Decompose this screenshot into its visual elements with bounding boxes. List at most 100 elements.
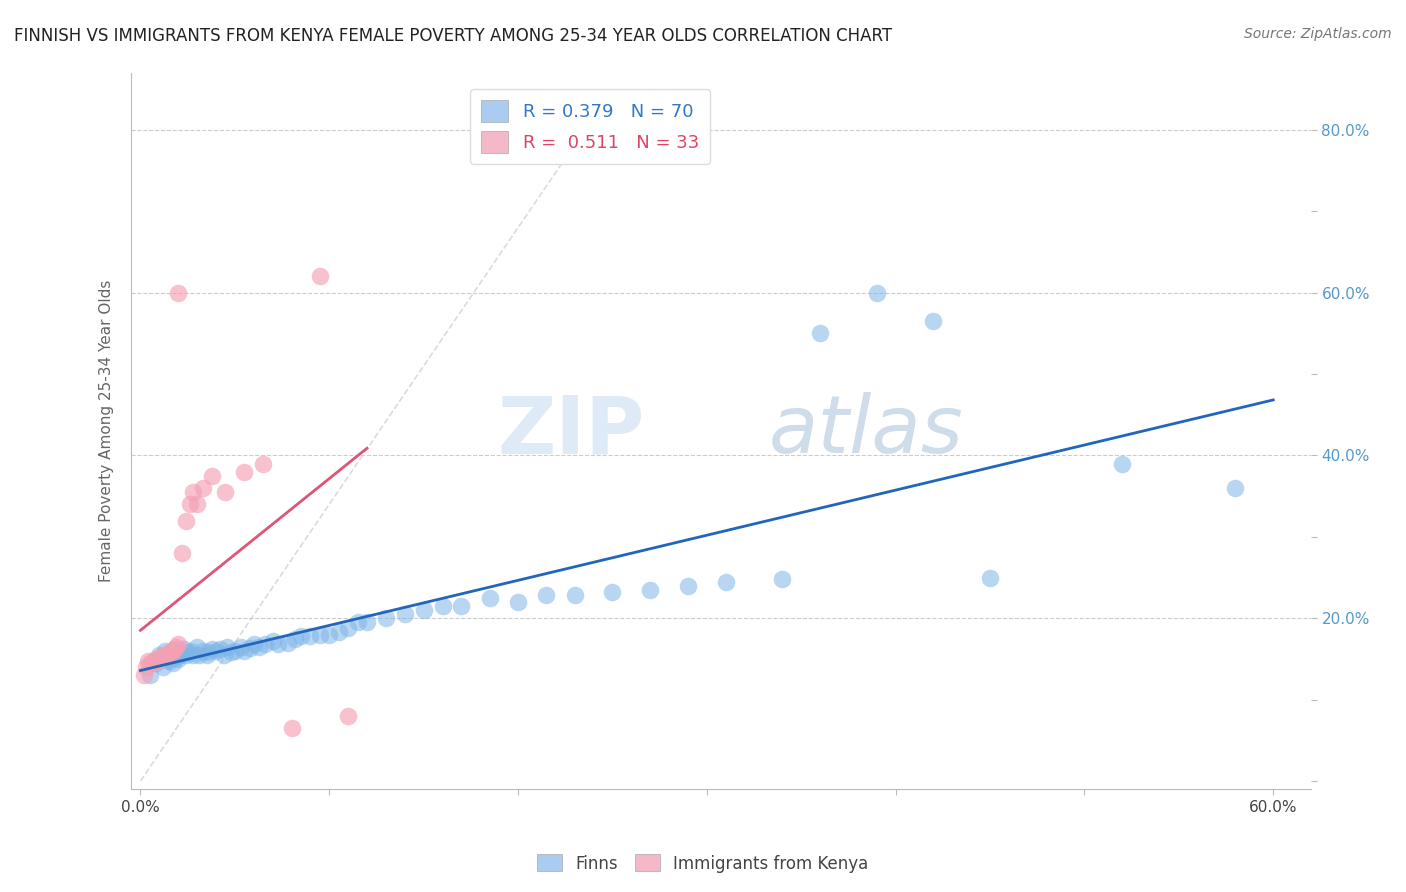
Point xyxy=(165,650,187,665)
Point xyxy=(770,572,793,586)
Point xyxy=(290,629,312,643)
Point xyxy=(173,642,195,657)
Point xyxy=(169,648,191,662)
Text: Source: ZipAtlas.com: Source: ZipAtlas.com xyxy=(1244,27,1392,41)
Point xyxy=(356,615,378,630)
Point xyxy=(148,648,170,662)
Point xyxy=(328,625,350,640)
Point xyxy=(249,640,271,654)
Point xyxy=(254,637,277,651)
Point xyxy=(308,627,330,641)
Point xyxy=(284,632,307,646)
Legend: R = 0.379   N = 70, R =  0.511   N = 33: R = 0.379 N = 70, R = 0.511 N = 33 xyxy=(471,89,710,164)
Text: atlas: atlas xyxy=(768,392,963,470)
Point xyxy=(267,637,290,651)
Point xyxy=(299,629,322,643)
Point xyxy=(233,465,256,479)
Point xyxy=(153,648,176,662)
Point xyxy=(1225,481,1247,495)
Point xyxy=(179,497,201,511)
Point xyxy=(478,591,501,605)
Point xyxy=(346,615,368,630)
Point xyxy=(188,648,211,662)
Point xyxy=(374,611,396,625)
Point xyxy=(432,599,454,613)
Point xyxy=(141,656,163,670)
Point xyxy=(229,640,252,654)
Point xyxy=(186,640,208,654)
Point xyxy=(714,574,737,589)
Point xyxy=(205,644,228,658)
Point xyxy=(159,648,181,662)
Point xyxy=(163,642,186,657)
Point xyxy=(242,637,264,651)
Text: FINNISH VS IMMIGRANTS FROM KENYA FEMALE POVERTY AMONG 25-34 YEAR OLDS CORRELATIO: FINNISH VS IMMIGRANTS FROM KENYA FEMALE … xyxy=(14,27,893,45)
Point xyxy=(174,648,197,662)
Point xyxy=(146,654,169,668)
Point xyxy=(167,637,190,651)
Point xyxy=(162,656,184,670)
Text: ZIP: ZIP xyxy=(498,392,644,470)
Point xyxy=(676,579,699,593)
Point xyxy=(153,644,176,658)
Point xyxy=(602,585,624,599)
Point xyxy=(170,645,193,659)
Point xyxy=(195,648,218,662)
Point xyxy=(183,485,205,500)
Point xyxy=(262,634,284,648)
Legend: Finns, Immigrants from Kenya: Finns, Immigrants from Kenya xyxy=(530,847,876,880)
Point xyxy=(176,645,198,659)
Point xyxy=(212,648,235,662)
Point xyxy=(183,648,205,662)
Point xyxy=(152,660,174,674)
Point xyxy=(318,627,340,641)
Point xyxy=(174,514,197,528)
Point xyxy=(139,656,162,670)
Point xyxy=(638,582,661,597)
Point xyxy=(167,652,190,666)
Point xyxy=(191,644,214,658)
Point xyxy=(808,326,831,341)
Point xyxy=(191,481,214,495)
Point xyxy=(277,635,299,649)
Point xyxy=(922,314,945,328)
Point xyxy=(145,656,167,670)
Point xyxy=(142,654,165,668)
Point xyxy=(536,589,558,603)
Point xyxy=(201,642,224,657)
Point xyxy=(224,644,246,658)
Point xyxy=(201,468,224,483)
Point xyxy=(170,546,193,560)
Point xyxy=(157,654,180,668)
Point xyxy=(233,644,256,658)
Point xyxy=(180,644,202,658)
Point xyxy=(219,645,242,659)
Point xyxy=(564,589,586,603)
Point xyxy=(163,644,186,658)
Point xyxy=(136,654,159,668)
Point xyxy=(167,285,190,300)
Point xyxy=(280,721,302,735)
Point xyxy=(150,650,173,665)
Point xyxy=(239,641,262,656)
Point xyxy=(157,645,180,659)
Point xyxy=(450,599,472,613)
Point xyxy=(157,652,180,666)
Point xyxy=(308,269,330,284)
Point xyxy=(165,640,187,654)
Point xyxy=(148,652,170,666)
Point xyxy=(135,660,157,674)
Point xyxy=(412,603,434,617)
Point xyxy=(145,652,167,666)
Point xyxy=(217,640,239,654)
Point xyxy=(186,497,208,511)
Point xyxy=(208,642,231,657)
Point xyxy=(337,621,360,635)
Point xyxy=(506,595,529,609)
Point xyxy=(1111,457,1133,471)
Point xyxy=(134,668,156,682)
Point xyxy=(337,709,360,723)
Point xyxy=(152,649,174,664)
Point xyxy=(979,570,1001,584)
Point xyxy=(139,668,162,682)
